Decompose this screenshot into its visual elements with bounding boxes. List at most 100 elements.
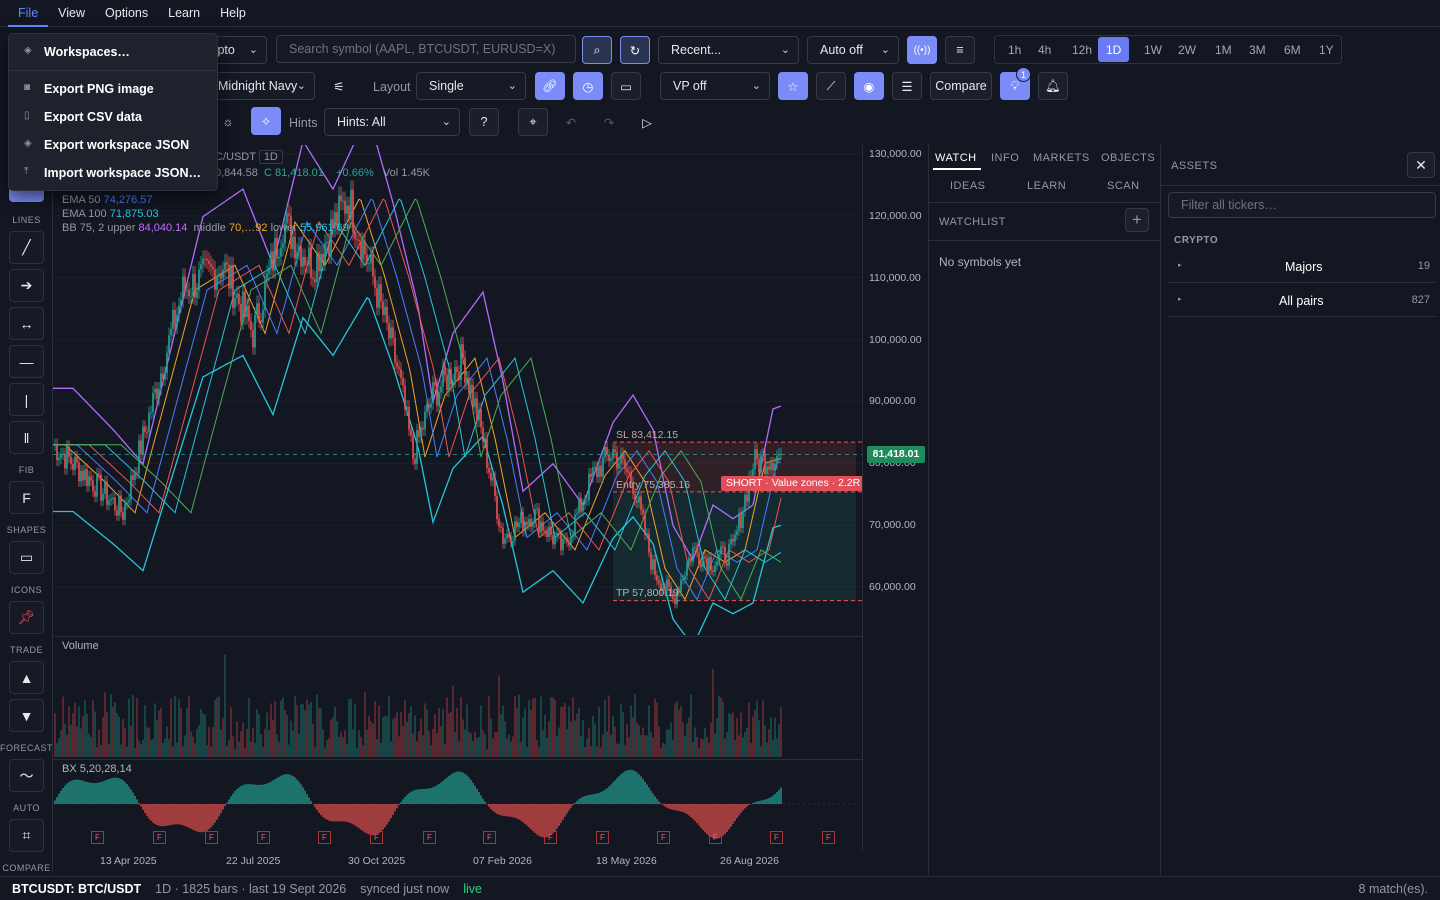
- timeframe-1W[interactable]: 1W: [1144, 42, 1162, 57]
- pin-tool[interactable]: 📌︎: [9, 601, 44, 634]
- menu-item-export-json[interactable]: ◈ Export workspace JSON: [9, 132, 217, 158]
- volume-bar: [572, 697, 574, 757]
- forecast-tool[interactable]: ～: [9, 759, 44, 792]
- legend-ema50: EMA 50 74,276.57: [62, 194, 153, 206]
- menu-file[interactable]: File: [8, 0, 49, 27]
- tab-objects[interactable]: OBJECTS: [1101, 152, 1156, 164]
- volume-bar: [740, 712, 742, 757]
- hints-select[interactable]: Hints: All ⌄: [324, 108, 460, 136]
- parallel-channel-tool[interactable]: ‖: [9, 421, 44, 454]
- settings-button[interactable]: ⚟: [324, 72, 354, 100]
- magic-button[interactable]: ✧: [251, 107, 281, 135]
- visibility-button[interactable]: ◉: [854, 72, 884, 100]
- candle-body: [334, 212, 336, 229]
- oscillator-bar: [424, 788, 426, 804]
- time-axis[interactable]: 13 Apr 2025 22 Jul 2025 30 Oct 2025 07 F…: [53, 850, 862, 873]
- ray-tool[interactable]: ➔: [9, 269, 44, 302]
- tab-ideas[interactable]: IDEAS: [950, 180, 986, 192]
- timeframe-3M[interactable]: 3M: [1249, 42, 1266, 57]
- candle-body: [262, 309, 264, 323]
- timeframe-2W[interactable]: 2W: [1178, 42, 1196, 57]
- oscillator-bar: [634, 771, 636, 804]
- volume-bar: [414, 715, 416, 757]
- volume-bar: [718, 695, 720, 757]
- ticker-filter-input[interactable]: Filter all tickers…: [1168, 192, 1436, 218]
- undo-button[interactable]: ↶: [556, 108, 586, 136]
- search-input[interactable]: Search symbol (AAPL, BTCUSDT, EURUSD=X): [276, 35, 576, 63]
- tab-watch[interactable]: WATCH: [935, 152, 977, 164]
- oscillator-bar: [694, 804, 696, 821]
- timeframe-1h[interactable]: 1h: [1008, 42, 1022, 57]
- timeframe-1D[interactable]: 1D: [1098, 37, 1130, 62]
- auto-crop-tool[interactable]: ⌗: [9, 819, 44, 852]
- tab-markets[interactable]: MARKETS: [1033, 152, 1090, 164]
- timeframe-1M[interactable]: 1M: [1215, 42, 1232, 57]
- search-button[interactable]: ⌕: [582, 36, 612, 64]
- oscillator-bar: [392, 804, 394, 815]
- menu-item-export-csv[interactable]: ▯ Export CSV data: [9, 104, 217, 130]
- crosshair-button[interactable]: ⌖: [518, 108, 548, 136]
- tab-scan[interactable]: SCAN: [1107, 180, 1140, 192]
- menu-help[interactable]: Help: [220, 5, 246, 20]
- menu-view[interactable]: View: [58, 5, 86, 20]
- timeframe-1Y[interactable]: 1Y: [1319, 42, 1334, 57]
- long-position-tool[interactable]: ▲: [9, 661, 44, 694]
- monitor-button[interactable]: ▭: [611, 72, 641, 100]
- brightness-button[interactable]: ☼: [214, 108, 242, 136]
- indicators-button[interactable]: ⟋: [816, 72, 846, 100]
- menu-item-export-png[interactable]: ◙ Export PNG image: [9, 76, 217, 102]
- live-stream-button[interactable]: ((•)): [907, 36, 937, 64]
- oscillator-pane[interactable]: [53, 759, 862, 849]
- fib-tool[interactable]: F: [9, 481, 44, 514]
- volume-pane[interactable]: [53, 636, 862, 758]
- extended-line-tool[interactable]: ↔: [9, 307, 44, 340]
- vp-select[interactable]: VP off ⌄: [660, 72, 770, 100]
- volume-bar: [188, 696, 190, 757]
- replay-button[interactable]: ▷: [632, 108, 662, 136]
- candle-body: [382, 301, 384, 315]
- layout-select[interactable]: Single ⌄: [416, 72, 526, 100]
- timer-button[interactable]: ◷: [573, 72, 603, 100]
- candle-body: [452, 381, 454, 385]
- price-axis[interactable]: 130,000.00 120,000.00 110,000.00 100,000…: [862, 145, 928, 850]
- fib-marker: F: [822, 831, 835, 844]
- volume-bar: [64, 724, 66, 757]
- tab-learn[interactable]: LEARN: [1027, 180, 1067, 192]
- favorite-button[interactable]: ☆: [778, 72, 808, 100]
- rectangle-tool[interactable]: ▭: [9, 541, 44, 574]
- asset-group-majors[interactable]: ▸ Majors 19: [1168, 249, 1436, 283]
- oscillator-bar: [56, 797, 58, 804]
- short-position-tool[interactable]: ▼: [9, 699, 44, 732]
- auto-select[interactable]: Auto off ⌄: [807, 36, 899, 64]
- template-button[interactable]: ☰: [892, 72, 922, 100]
- timeframe-12h[interactable]: 12h: [1072, 42, 1093, 57]
- alerts-button[interactable]: 🔔︎: [1038, 72, 1068, 100]
- menu-options[interactable]: Options: [105, 5, 149, 20]
- menu-item-workspaces[interactable]: ◈ Workspaces…: [9, 39, 217, 65]
- timeframe-6M[interactable]: 6M: [1284, 42, 1301, 57]
- tab-info[interactable]: INFO: [991, 152, 1020, 164]
- playlist-button[interactable]: ≡: [945, 36, 975, 64]
- oscillator-bar: [724, 804, 726, 835]
- menu-item-import-json[interactable]: ⤒ Import workspace JSON…: [9, 160, 217, 186]
- link-button[interactable]: 🔗︎: [535, 72, 565, 100]
- recent-select[interactable]: Recent... ⌄: [658, 36, 799, 64]
- oscillator-bar: [316, 804, 318, 811]
- compare-button[interactable]: Compare: [930, 72, 992, 100]
- close-button[interactable]: ✕: [1407, 152, 1435, 178]
- refresh-button[interactable]: ↻: [620, 36, 650, 64]
- timeframe-4h[interactable]: 4h: [1038, 42, 1052, 57]
- theme-select[interactable]: Midnight Navy ⌄: [205, 72, 315, 100]
- add-symbol-button[interactable]: +: [1125, 208, 1149, 232]
- redo-button[interactable]: ↷: [594, 108, 624, 136]
- price-chart[interactable]: [53, 145, 862, 635]
- menu-learn[interactable]: Learn: [168, 5, 201, 20]
- asset-group-all-pairs[interactable]: ▸ All pairs 827: [1168, 283, 1436, 317]
- help-button[interactable]: ?: [469, 108, 499, 136]
- trendline-tool[interactable]: ╱: [9, 231, 44, 264]
- vertical-line-tool[interactable]: |: [9, 383, 44, 416]
- oscillator-bar: [772, 795, 774, 804]
- oscillator-bar: [560, 804, 562, 823]
- horizontal-line-tool[interactable]: —: [9, 345, 44, 378]
- oscillator-bar: [362, 804, 364, 832]
